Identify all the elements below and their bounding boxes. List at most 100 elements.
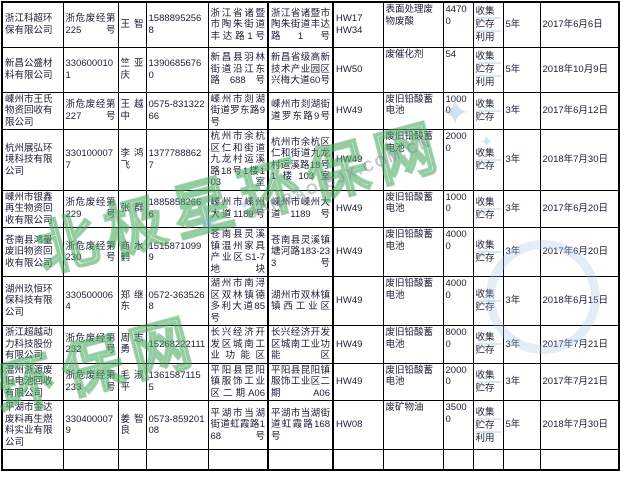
cell-approved-quantity: 20000 <box>442 129 474 191</box>
cell-validity-period: 5年 <box>502 1 541 48</box>
cell-company-name: 湖州玖恒环保科技有限公司 <box>1 276 64 326</box>
cell-issue-date: 2017年6月20日 <box>539 189 620 228</box>
cell-line: 收集 <box>475 240 495 251</box>
cell-approved-quantity: 54 <box>442 46 474 93</box>
cell-issue-date: 2018年10月9日 <box>539 46 620 93</box>
cell-contact-name: 竺亚庆 <box>117 46 147 93</box>
cell-issue-date: 2018年6月15日 <box>539 276 620 326</box>
table-row: 温州浙源废旧电池回收有限公司 浙危废经第233号 毛淑平 13615871155… <box>1 362 620 401</box>
table-row: 嵊州市银鑫再生物资回收有限公司 浙危废经第229号 张群 18858582666… <box>1 189 620 228</box>
cell-line: 利用 <box>475 30 501 43</box>
cell-issue-date: 2017年7月21日 <box>539 325 620 364</box>
cell-registered-address <box>207 449 269 470</box>
cell-waste-codes: HW49 <box>332 362 384 401</box>
cell-line: HW49 <box>336 105 363 116</box>
license-table-body: 浙江科超环保有限公司 浙危废经第225号 王智 15888952568 浙江省诸… <box>1 1 620 470</box>
cell-line: HW50 <box>336 63 363 75</box>
cell-operation-address: 新昌省级高新技术产业园区兴梅大道60号 <box>267 46 334 93</box>
cell-line: HW49 <box>336 295 363 307</box>
cell-validity-period: 3年 <box>502 276 541 326</box>
cell-registered-address: 苍南县灵溪镇温州家具产业区S1-7地块 <box>207 227 269 277</box>
cell-waste-category: 废旧铅酸蓄电池 <box>382 276 444 326</box>
cell-issue-date: 2017年7月21日 <box>539 362 620 401</box>
cell-line: 利用 <box>475 430 501 444</box>
cell-registered-address: 湖州市南浔区双林镇德多利大道85号 <box>207 276 269 326</box>
cell-license-number: 3301000077 <box>62 129 119 191</box>
cell-contact-name: 王越中 <box>117 91 147 130</box>
cell-operation-methods: 收集 贮存 <box>472 227 504 277</box>
cell-line: HW49 <box>336 154 363 165</box>
cell-contact-name: 王智 <box>117 1 147 48</box>
cell-waste-codes: HW49 <box>332 227 384 277</box>
cell-line: 贮存 <box>475 251 501 264</box>
cell-phone-number: 15158710999 <box>145 227 209 277</box>
cell-approved-quantity <box>442 449 474 470</box>
cell-waste-category: 废旧铅酸蓄电池 <box>382 325 444 364</box>
table-row: 浙江科超环保有限公司 浙危废经第225号 王智 15888952568 浙江省诸… <box>1 1 620 48</box>
cell-operation-address: 平阳县昆阳镇服饰工业区二期A06 <box>267 362 334 401</box>
cell-license-number: 3305000064 <box>62 276 119 326</box>
cell-waste-codes: HW49 <box>332 189 384 228</box>
cell-line: 贮存 <box>475 17 501 30</box>
cell-contact-name: 郑继东 <box>117 276 147 326</box>
cell-waste-category <box>382 449 444 470</box>
cell-line: 贮存 <box>475 207 501 221</box>
cell-line: 收集 <box>475 406 495 418</box>
cell-line: HW49 <box>336 203 363 214</box>
cell-license-number: 浙危废经第230号 <box>62 227 119 277</box>
cell-operation-methods: 收集 贮存 <box>472 325 504 364</box>
cell-registered-address: 嵊州市剡湖街道罗东路9号 <box>207 91 269 130</box>
cell-phone-number: 13777888627 <box>145 129 209 191</box>
cell-company-name: 浙江超越动力科技股份有限公司 <box>1 325 64 364</box>
cell-license-number: 浙危废经第227号 <box>62 91 119 130</box>
cell-contact-name: 周志勇 <box>117 325 147 364</box>
cell-approved-quantity: 20000 <box>442 362 474 401</box>
cell-waste-category: 废旧铅酸蓄电池 <box>382 189 444 228</box>
cell-license-number: 浙危废经第233号 <box>62 362 119 401</box>
cell-license-number: 浙危废经第229号 <box>62 189 119 228</box>
cell-operation-address: 浙江省诸暨市陶朱街道丰达路1号 <box>267 1 334 48</box>
table-row: 浙江超越动力科技股份有限公司 浙危废经第232号 周志勇 15268222111… <box>1 325 620 364</box>
table-row: 杭州展弘环境科技有限公司 3301000077 李鸿飞 13777888627 … <box>1 129 620 191</box>
cell-registered-address: 嵊州市嵊州大道1189号 <box>207 189 269 228</box>
cell-contact-name: 张群 <box>117 189 147 228</box>
cell-license-number <box>62 449 119 470</box>
cell-operation-methods: 收集 贮存 <box>472 189 504 228</box>
cell-line: HW49 <box>336 246 363 258</box>
cell-license-number: 浙危废经第225号 <box>62 1 119 48</box>
cell-company-name: 嵊州市王氏物资回收有限公司 <box>1 91 64 130</box>
cell-line: 贮存 <box>475 300 501 313</box>
cell-operation-address: 杭州市余杭区仁和街道九龙村运溪路18号1楼103室 <box>267 129 334 191</box>
cell-company-name: 嵊州市银鑫再生物资回收有限公司 <box>1 189 64 228</box>
cell-license-number: 浙危废经第232号 <box>62 325 119 364</box>
cell-validity-period: 3年 <box>502 362 541 401</box>
cell-license-number: 3306000101 <box>62 46 119 93</box>
cell-operation-address: 嵊州市嵊州大道1189号 <box>267 189 334 228</box>
cell-waste-codes: HW49 <box>332 129 384 191</box>
cell-validity-period: 3年 <box>502 189 541 228</box>
cell-registered-address: 平阳县昆阳镇服饰工业区二期A06 <box>207 362 269 401</box>
cell-waste-category: 废旧铅酸蓄电池 <box>382 129 444 191</box>
table-row-clipped <box>1 449 620 470</box>
cell-approved-quantity: 40000 <box>442 276 474 326</box>
cell-phone-number: 13615871155 <box>145 362 209 401</box>
cell-phone-number: 15888952568 <box>145 1 209 48</box>
cell-line: 贮存 <box>475 158 501 172</box>
cell-waste-category: 表面处理废物废酸 <box>382 1 444 48</box>
cell-line: 收集 <box>475 6 495 18</box>
cell-operation-methods: 收集 贮存 <box>472 91 504 130</box>
cell-company-name <box>1 449 64 470</box>
cell-waste-codes: HW49 <box>332 276 384 326</box>
cell-waste-category: 废催化剂 <box>382 46 444 93</box>
cell-contact-name <box>117 449 147 470</box>
cell-approved-quantity: 10000 <box>442 91 474 130</box>
cell-line: HW49 <box>336 338 363 350</box>
cell-validity-period: 3年 <box>502 227 541 277</box>
cell-waste-category: 废旧铅酸蓄电池 <box>382 91 444 130</box>
cell-waste-codes: HW49 <box>332 325 384 364</box>
cell-issue-date: 2017年6月6日 <box>539 1 620 48</box>
cell-validity-period: 3年 <box>502 325 541 364</box>
cell-waste-codes: HW50 <box>332 46 384 93</box>
cell-operation-methods: 收集 贮存 <box>472 129 504 191</box>
